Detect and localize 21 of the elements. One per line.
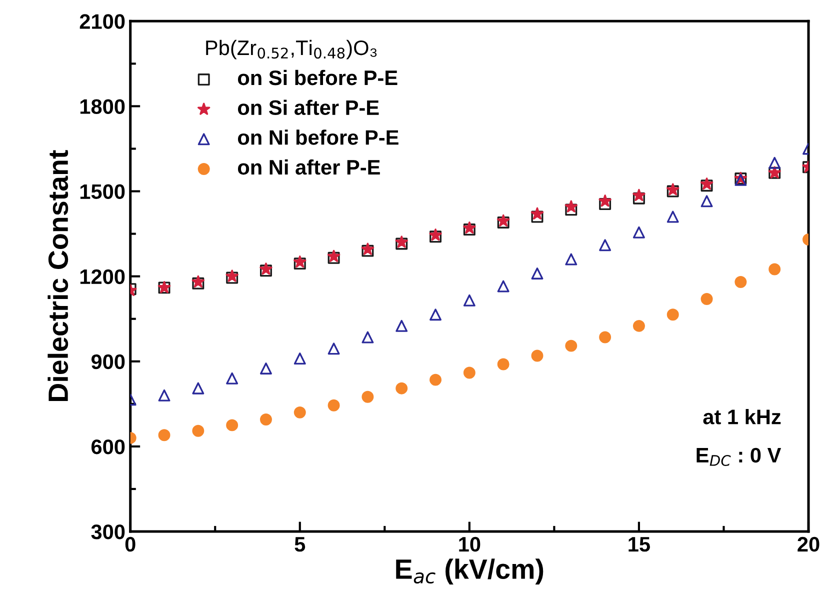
x-tick-label: 20 <box>798 536 820 552</box>
legend-label: on Ni after P-E <box>238 159 380 175</box>
y-tick-label: 2100 <box>80 14 125 29</box>
x-axis-title: E$_{ac}$ (kV/cm) <box>396 558 544 584</box>
y-axis-title: Dielectric Constant <box>48 150 68 402</box>
x-tick-label: 15 <box>628 537 650 552</box>
annotation: E$_{DC}$ : 0 V <box>696 448 782 466</box>
legend-title: Pb(Zr$_{0.52}$,Ti$_{0.48}$)O₃ <box>206 40 377 60</box>
x-tick-label: 10 <box>459 536 480 552</box>
y-tick-label: 1500 <box>80 184 125 200</box>
y-tick-label: 1800 <box>80 99 125 114</box>
y-tick-label: 1200 <box>80 269 125 284</box>
legend-label: on Ni before P-E <box>238 130 398 145</box>
legend-label: on Si before P-E <box>238 70 398 86</box>
legend-label: on Si after P-E <box>238 100 379 116</box>
x-tick-label: 0 <box>125 536 136 552</box>
y-tick-label: 900 <box>91 354 125 370</box>
annotation: at 1 kHz <box>703 409 781 424</box>
y-tick-label: 600 <box>91 439 125 454</box>
x-tick-label: 5 <box>294 537 306 552</box>
y-tick-label: 300 <box>91 524 125 540</box>
